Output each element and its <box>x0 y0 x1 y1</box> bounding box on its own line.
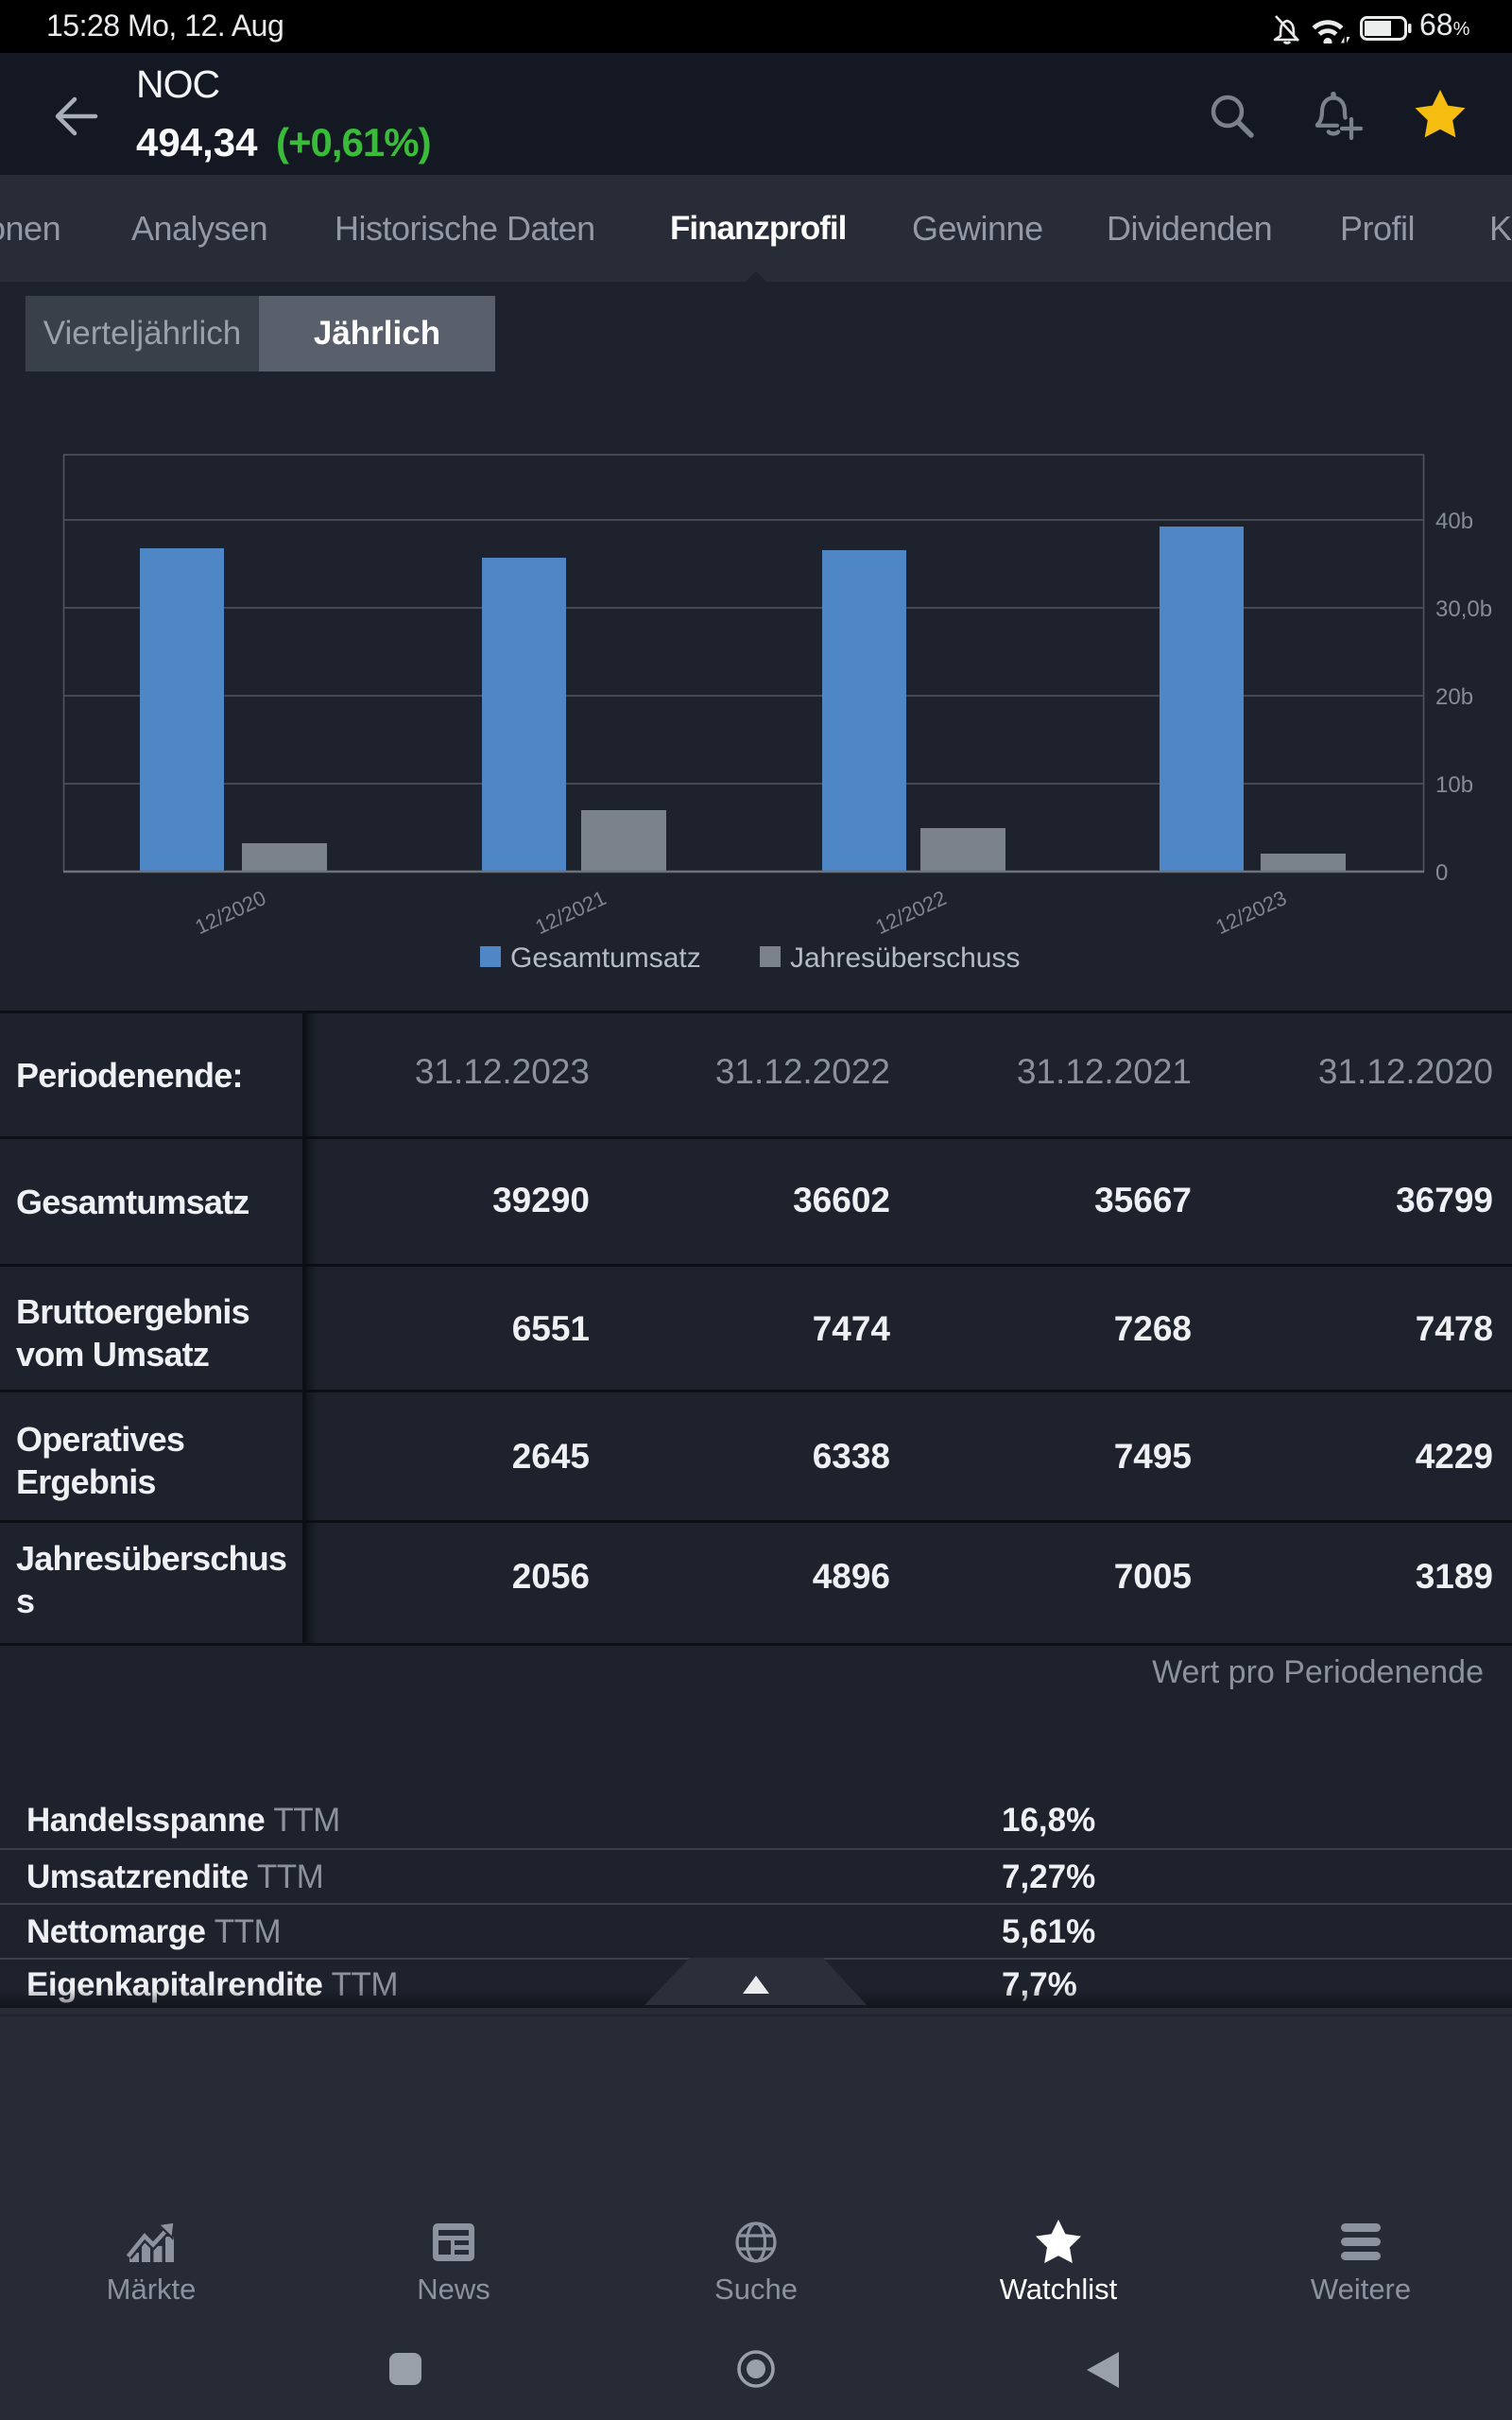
svg-text:Jahresüberschuss: Jahresüberschuss <box>790 942 1020 974</box>
svg-text:12/2021: 12/2021 <box>532 886 610 939</box>
svg-text:30,0b: 30,0b <box>1435 596 1492 622</box>
svg-text:Gesamtumsatz: Gesamtumsatz <box>510 942 701 974</box>
svg-text:12/2022: 12/2022 <box>872 886 951 939</box>
svg-text:40b: 40b <box>1435 509 1473 534</box>
svg-text:20b: 20b <box>1435 684 1473 710</box>
svg-text:12/2020: 12/2020 <box>192 886 270 939</box>
svg-text:0: 0 <box>1435 860 1448 886</box>
svg-text:10b: 10b <box>1435 772 1473 798</box>
svg-text:12/2023: 12/2023 <box>1212 886 1291 939</box>
